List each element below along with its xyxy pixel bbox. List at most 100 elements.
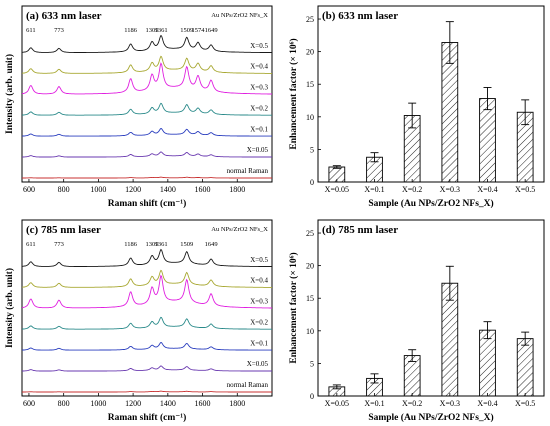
x-axis-label: Sample (Au NPs/ZrO2 NFs_X) — [368, 412, 493, 423]
series-label: normal Raman — [227, 167, 269, 175]
bar — [516, 338, 534, 397]
x-axis-label: Sample (Au NPs/ZrO2 NFs_X) — [368, 198, 493, 209]
x-tick-label: X=0.3 — [440, 185, 460, 194]
peak-label: 1186 — [124, 27, 138, 34]
x-tick-label: X=0.5 — [515, 399, 535, 408]
series-label: normal Raman — [227, 381, 269, 389]
peak-label: 1649 — [205, 241, 218, 248]
peak-label: 773 — [54, 27, 64, 34]
panel-title: (b) 633 nm laser — [322, 10, 398, 22]
y-axis-label: Intensity (arb. unit) — [4, 268, 15, 348]
series-label: X=0.05 — [247, 146, 269, 154]
series-label: X=0.3 — [250, 298, 268, 306]
series-label: X=0.1 — [250, 339, 268, 347]
y-tick-label: 10 — [306, 113, 314, 122]
x-tick-label: 1800 — [229, 185, 245, 194]
y-tick-label: 10 — [306, 327, 314, 336]
peak-label: 1509 — [180, 27, 193, 34]
x-tick-label: 1600 — [195, 185, 211, 194]
panel-b-ef-633: 0 5 10 15 20 25 X=0.05 X=0.1 X=0.2 X=0.3 X=0.4 X=0.… — [288, 5, 545, 209]
y-tick-label: 25 — [306, 15, 314, 24]
series-line-normal-raman — [22, 390, 272, 393]
x-tick-label: X=0.1 — [364, 399, 384, 408]
x-tick-label: X=0.1 — [364, 185, 384, 194]
series-label: X=0.5 — [250, 256, 268, 264]
series-line-x-0-4 — [22, 269, 272, 288]
x-axis-label: Raman shift (cm⁻¹) — [108, 412, 187, 423]
y-tick-label: 5 — [310, 145, 314, 154]
x-tick-label: X=0.3 — [440, 399, 460, 408]
x-tick-label: 600 — [23, 185, 35, 194]
y-axis-label: Intensity (arb. unit) — [4, 54, 15, 134]
x-axis-label: Raman shift (cm⁻¹) — [108, 198, 187, 209]
series-label: X=0.4 — [250, 277, 268, 285]
peak-label: 1574 — [192, 27, 206, 34]
x-tick-label: 1800 — [229, 399, 245, 408]
y-tick-label: 5 — [310, 359, 314, 368]
peak-label: 773 — [54, 241, 64, 248]
panel-c-raman-785: 600 800 1000 1200 1400 1600 1800 X=0.5 X=0.4 X=0.… — [4, 219, 273, 423]
plot-frame — [317, 219, 545, 397]
series-line-x-0-2 — [21, 102, 272, 116]
x-tick-label: 800 — [58, 185, 70, 194]
y-tick-label: 20 — [306, 262, 314, 271]
plot-frame — [317, 5, 545, 183]
y-tick-label: 15 — [306, 80, 314, 89]
series-line-x-0-2 — [21, 316, 272, 330]
peak-label: 611 — [26, 241, 36, 248]
y-axis-label: Enhancement factor (× 10⁶) — [288, 252, 299, 363]
series-line-x-0-1 — [21, 128, 272, 137]
y-tick-label: 0 — [310, 178, 314, 187]
series-line-normal-raman — [22, 176, 272, 179]
peak-label: 1649 — [205, 27, 218, 34]
x-tick-label: 1600 — [195, 399, 211, 408]
series-line-x-0-05 — [22, 151, 272, 158]
series-label: X=0.4 — [250, 63, 268, 71]
series-label: X=0.3 — [250, 84, 268, 92]
series-line-x-0-1 — [21, 342, 272, 351]
peak-label: 611 — [26, 27, 36, 34]
x-tick-label: X=0.4 — [477, 399, 497, 408]
series-line-x-0-05 — [22, 365, 273, 372]
y-tick-label: 20 — [306, 48, 314, 57]
peak-label: 1361 — [155, 241, 168, 248]
peak-label: 1309 — [146, 27, 159, 34]
series-label: X=0.2 — [250, 318, 268, 326]
x-tick-label: 1200 — [125, 399, 141, 408]
x-tick-label: 600 — [23, 399, 35, 408]
x-tick-label: X=0.5 — [515, 185, 535, 194]
series-line-x-0-3 — [21, 62, 272, 95]
y-tick-label: 25 — [306, 229, 314, 238]
x-tick-label: 1000 — [90, 185, 106, 194]
series-label: X=0.2 — [250, 104, 268, 112]
series-line-x-0-5 — [21, 248, 273, 268]
legend-title: Au NPs/ZrO2 NFs_X — [211, 226, 268, 233]
x-tick-label: 1400 — [160, 399, 176, 408]
panel-title: (d) 785 nm laser — [322, 224, 398, 236]
series-line-x-0-5 — [21, 34, 272, 53]
x-tick-label: 1000 — [90, 399, 106, 408]
x-tick-label: 1200 — [125, 185, 141, 194]
y-tick-label: 0 — [310, 392, 314, 401]
legend-title: Au NPs/ZrO2 NFs_X — [211, 12, 268, 19]
x-tick-label: 1400 — [160, 185, 176, 194]
bar — [479, 329, 496, 397]
x-tick-label: X=0.4 — [477, 185, 497, 194]
peak-label: 1509 — [180, 241, 193, 248]
series-label: X=0.5 — [250, 42, 268, 50]
y-tick-label: 15 — [306, 294, 314, 303]
panel-title: (a) 633 nm laser — [26, 10, 102, 22]
series-label: X=0.1 — [250, 125, 268, 133]
series-line-x-0-4 — [22, 55, 272, 74]
x-tick-label: X=0.05 — [325, 185, 349, 194]
y-axis-label: Enhancement factor (× 10⁶) — [288, 38, 299, 149]
series-line-x-0-3 — [21, 274, 272, 309]
x-tick-label: X=0.05 — [325, 399, 349, 408]
panel-a-raman-633: 600 800 1000 1200 1400 1600 1800 X=0.5 X=0.4 X=0.… — [4, 5, 273, 209]
peak-label: 1361 — [155, 27, 168, 34]
x-tick-label: X=0.2 — [402, 185, 422, 194]
x-tick-label: 800 — [58, 399, 70, 408]
series-label: X=0.05 — [247, 360, 269, 368]
x-tick-label: X=0.2 — [402, 399, 422, 408]
